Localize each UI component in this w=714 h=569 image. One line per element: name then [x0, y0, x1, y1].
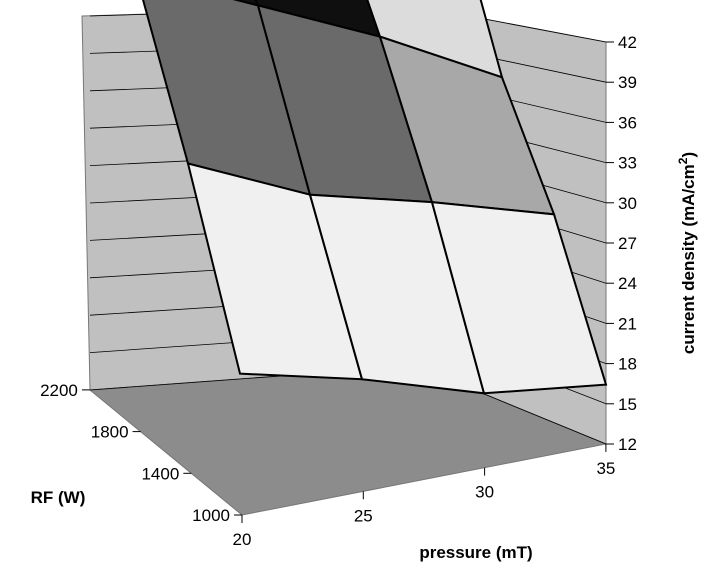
z-tick-label: 39: [618, 73, 637, 92]
z-tick-label: 27: [618, 234, 637, 253]
z-tick-label: 30: [618, 194, 637, 213]
z-tick-label: 36: [618, 113, 637, 132]
z-tick-label: 42: [618, 33, 637, 52]
z-tick-label: 24: [618, 274, 637, 293]
y-axis-ticks: 1000 1400 1800 2200: [40, 381, 242, 525]
z-tick-label: 18: [618, 355, 637, 374]
y-tick-label: 2200: [40, 381, 78, 400]
y-tick-label: 1800: [91, 423, 129, 442]
z-tick-label: 15: [618, 395, 637, 414]
z-axis-title-sup: 2: [676, 157, 690, 164]
y-axis-title: RF (W): [31, 488, 86, 507]
z-axis-title-close: ): [679, 152, 698, 158]
z-tick-label: 33: [618, 154, 637, 173]
y-tick-label: 1000: [192, 506, 230, 525]
x-tick-label: 30: [475, 483, 494, 502]
surface-patch: [430, 201, 608, 395]
z-tick-label: 12: [618, 435, 637, 454]
z-tick-label: 21: [618, 314, 637, 333]
x-tick-label: 35: [596, 459, 615, 478]
y-tick-label: 1400: [141, 464, 179, 483]
z-axis-ticks: 12 15 18 21 24 27 30 33 36 39 42: [606, 33, 637, 454]
x-axis-ticks: 20 25 30 35: [233, 443, 615, 549]
z-axis-title: current density (mA/cm2): [676, 152, 698, 354]
x-tick-label: 20: [233, 530, 252, 549]
x-axis-title: pressure (mT): [419, 543, 532, 562]
x-tick-label: 25: [354, 506, 373, 525]
z-axis-title-main: current density (mA/cm: [679, 164, 698, 354]
surface-mesh: [142, 0, 608, 395]
